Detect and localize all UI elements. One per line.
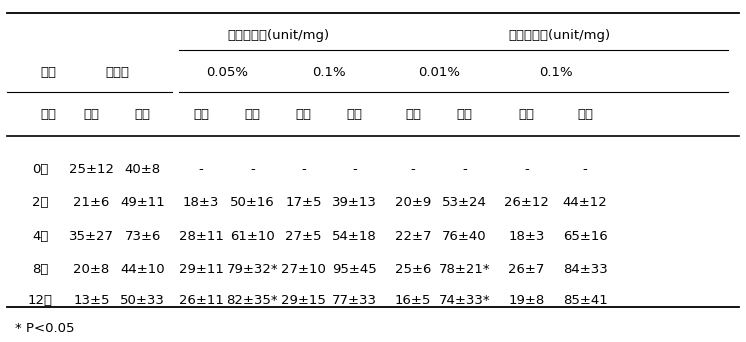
Text: 0.01%: 0.01% <box>418 66 460 79</box>
Text: 27±10: 27±10 <box>281 263 326 276</box>
Text: 95±45: 95±45 <box>333 263 377 276</box>
Text: 신장: 신장 <box>577 107 593 120</box>
Text: 50±33: 50±33 <box>120 293 165 306</box>
Text: -: - <box>199 163 204 176</box>
Text: 신장: 신장 <box>135 107 151 120</box>
Text: 16±5: 16±5 <box>395 293 431 306</box>
Text: 25±6: 25±6 <box>395 263 431 276</box>
Text: -: - <box>250 163 254 176</box>
Text: 53±24: 53±24 <box>442 196 487 209</box>
Text: 61±10: 61±10 <box>230 230 275 243</box>
Text: 0.05%: 0.05% <box>206 66 248 79</box>
Text: 50±16: 50±16 <box>230 196 275 209</box>
Text: 8주: 8주 <box>32 263 48 276</box>
Text: -: - <box>524 163 529 176</box>
Text: 29±11: 29±11 <box>179 263 224 276</box>
Text: 4주: 4주 <box>32 230 48 243</box>
Text: 0주: 0주 <box>32 163 48 176</box>
Text: 복합생약재(unit/mg): 복합생약재(unit/mg) <box>508 29 610 42</box>
Text: 신장: 신장 <box>347 107 363 120</box>
Text: 85±41: 85±41 <box>562 293 607 306</box>
Text: -: - <box>411 163 416 176</box>
Text: 17±5: 17±5 <box>285 196 322 209</box>
Text: 29±15: 29±15 <box>281 293 326 306</box>
Text: 0.1%: 0.1% <box>539 66 573 79</box>
Text: 76±40: 76±40 <box>442 230 486 243</box>
Text: 신장: 신장 <box>457 107 472 120</box>
Text: 77±33: 77±33 <box>332 293 377 306</box>
Text: 54±18: 54±18 <box>333 230 377 243</box>
Text: 0.1%: 0.1% <box>313 66 346 79</box>
Text: 73±6: 73±6 <box>125 230 161 243</box>
Text: 신장: 신장 <box>245 107 260 120</box>
Text: 2주: 2주 <box>32 196 48 209</box>
Text: 고삼생약재(unit/mg): 고삼생약재(unit/mg) <box>227 29 329 42</box>
Text: 비장: 비장 <box>193 107 209 120</box>
Text: 비장: 비장 <box>405 107 421 120</box>
Text: 18±3: 18±3 <box>183 196 219 209</box>
Text: 49±11: 49±11 <box>120 196 165 209</box>
Text: 35±27: 35±27 <box>69 230 114 243</box>
Text: 40±8: 40±8 <box>125 163 161 176</box>
Text: -: - <box>462 163 467 176</box>
Text: 44±12: 44±12 <box>562 196 607 209</box>
Text: 20±9: 20±9 <box>395 196 431 209</box>
Text: 19±8: 19±8 <box>509 293 545 306</box>
Text: 27±5: 27±5 <box>285 230 322 243</box>
Text: 74±33*: 74±33* <box>439 293 490 306</box>
Text: 82±35*: 82±35* <box>227 293 278 306</box>
Text: 기간: 기간 <box>40 107 57 120</box>
Text: 65±16: 65±16 <box>562 230 607 243</box>
Text: 투여: 투여 <box>40 66 57 79</box>
Text: -: - <box>301 163 306 176</box>
Text: 39±13: 39±13 <box>332 196 377 209</box>
Text: 13±5: 13±5 <box>73 293 110 306</box>
Text: * P<0.05: * P<0.05 <box>15 322 75 335</box>
Text: 84±33: 84±33 <box>562 263 607 276</box>
Text: 21±6: 21±6 <box>73 196 110 209</box>
Text: 18±3: 18±3 <box>508 230 545 243</box>
Text: 12주: 12주 <box>28 293 53 306</box>
Text: 비장: 비장 <box>84 107 99 120</box>
Text: 44±10: 44±10 <box>120 263 165 276</box>
Text: -: - <box>352 163 357 176</box>
Text: 대조구: 대조구 <box>105 66 129 79</box>
Text: 20±8: 20±8 <box>73 263 110 276</box>
Text: 26±11: 26±11 <box>179 293 224 306</box>
Text: 비장: 비장 <box>518 107 535 120</box>
Text: 25±12: 25±12 <box>69 163 114 176</box>
Text: -: - <box>583 163 587 176</box>
Text: 78±21*: 78±21* <box>439 263 490 276</box>
Text: 79±32*: 79±32* <box>227 263 278 276</box>
Text: 26±12: 26±12 <box>504 196 549 209</box>
Text: 22±7: 22±7 <box>395 230 431 243</box>
Text: 비장: 비장 <box>295 107 312 120</box>
Text: 26±7: 26±7 <box>508 263 545 276</box>
Text: 28±11: 28±11 <box>179 230 224 243</box>
